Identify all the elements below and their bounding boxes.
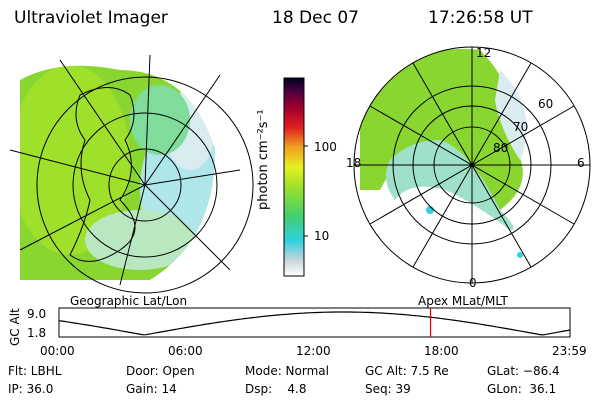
status-seq: Seq: 39 xyxy=(365,382,411,396)
status-filter: Flt: LBHL xyxy=(8,364,62,378)
status-ip: IP: 36.0 xyxy=(8,382,54,396)
polar-lat-60: 60 xyxy=(538,97,554,111)
xtick-2359: 23:59 xyxy=(552,344,587,358)
altitude-timeline xyxy=(58,307,571,338)
status-gc-alt: GC Alt: 7.5 Re xyxy=(365,364,449,378)
polar-label-bottom: 0 xyxy=(469,276,477,290)
colorbar-unit-label: photon cm⁻²s⁻¹ xyxy=(256,109,271,210)
observation-time: 17:26:58 UT xyxy=(428,8,533,28)
polar-label-left: 18 xyxy=(346,156,362,170)
timeline-left-label: Geographic Lat/Lon xyxy=(70,294,188,308)
instrument-title: Ultraviolet Imager xyxy=(14,8,168,28)
polar-lat-80: 80 xyxy=(493,141,509,155)
colorbar-tick-100: 100 xyxy=(314,140,337,154)
polar-label-right: 6 xyxy=(577,156,585,170)
altitude-curve xyxy=(58,311,571,336)
geographic-image xyxy=(9,54,254,294)
polar-label-top: 12 xyxy=(476,46,492,60)
colorbar-tick-10: 10 xyxy=(314,229,330,243)
observation-date: 18 Dec 07 xyxy=(272,8,359,28)
status-glon: GLon: 36.1 xyxy=(487,382,557,396)
status-gain: Gain: 14 xyxy=(126,382,177,396)
xtick-0000: 00:00 xyxy=(40,344,75,358)
timeline-axis-label: GC Alt xyxy=(8,308,22,346)
timeline-right-label: Apex MLat/MLT xyxy=(418,294,508,308)
polar-lat-70: 70 xyxy=(513,120,529,134)
status-glat: GLat: −86.4 xyxy=(487,364,560,378)
xtick-1800: 18:00 xyxy=(424,344,459,358)
status-dsp: Dsp: 4.8 xyxy=(245,382,307,396)
xtick-0600: 06:00 xyxy=(168,344,203,358)
timeline-ytick-high: 9.0 xyxy=(27,307,47,321)
status-mode: Mode: Normal xyxy=(245,364,329,378)
status-door: Door: Open xyxy=(126,364,195,378)
polar-mlt-plot xyxy=(353,46,591,284)
timeline-ytick-low: 1.8 xyxy=(27,326,47,340)
xtick-1200: 12:00 xyxy=(296,344,331,358)
color-scale-bar xyxy=(283,77,308,277)
